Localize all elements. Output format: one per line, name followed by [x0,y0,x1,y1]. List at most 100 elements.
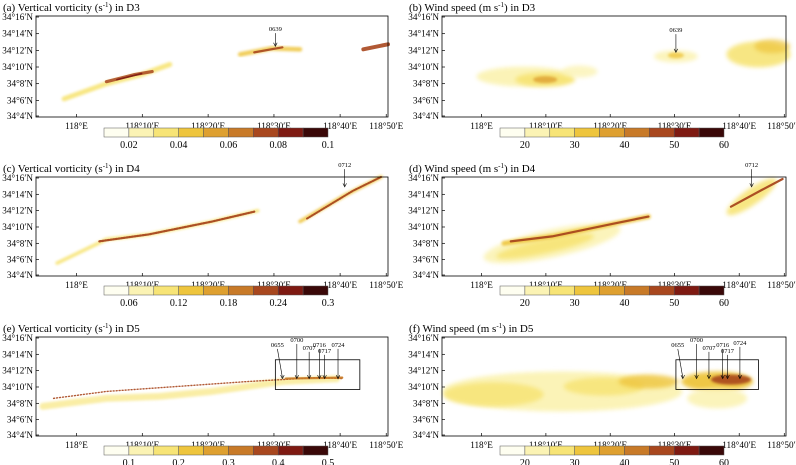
y-tick-label: 34°10′N [408,62,439,72]
colorbar-bin [574,127,600,138]
colorbar-bin [599,127,625,138]
x-tick-label: 118°E [65,280,88,290]
time-annotation: 0707 [702,345,716,352]
y-tick-label: 34°6′N [7,255,33,265]
zoom-box [274,359,361,390]
y-tick-label: 34°4′N [7,111,33,121]
colorbar-label: 0.2 [172,458,185,465]
x-tick-label: 118°50′E [767,280,796,290]
colorbar-bin [549,127,575,138]
colorbar-label: 0.24 [269,298,287,309]
x-tick-label: 118°30′E [658,280,692,290]
x-tick-label: 118°30′E [257,440,291,450]
colorbar-bin [153,445,179,456]
y-tick-label: 34°4′N [413,430,439,440]
time-annotation: 0716 [716,342,730,349]
time-annotation: 0700 [690,337,703,344]
colorbar-label: 0.06 [220,140,238,151]
colorbar-label: 0.12 [170,298,188,309]
colorbar-bin [103,127,130,138]
x-tick-label: 118°10′E [125,440,159,450]
x-tick-label: 118°20′E [593,440,627,450]
colorbar-bin [277,445,304,456]
x-tick-label: 118°50′E [767,121,796,131]
arrowhead-icon [725,374,730,380]
y-tick-label: 34°14′N [408,349,439,359]
colorbar: 0.06 0.12 0.18 0.24 0.3 [103,285,335,309]
colorbar-bin [203,285,229,296]
panel-title: (d) Wind speed (m s-1) in D4 [409,162,536,175]
colorbar-bin [228,127,254,138]
y-tick-label: 34°16′N [2,12,33,22]
plot-frame [441,176,787,277]
track-swath [361,42,390,52]
arrowhead-icon [694,374,699,380]
colorbar-bin [524,127,551,138]
colorbar-bin [624,285,650,296]
colorbar-bin [524,445,551,456]
panel-title: (e) Vertical vorticity (s-1) in D5 [3,322,140,335]
colorbar-label: 0.3 [222,458,235,465]
x-tick-label: 118°10′E [125,121,159,131]
y-tick-label: 34°12′N [408,45,439,55]
y-tick-label: 34°14′N [2,189,33,199]
colorbar: 0.1 0.2 0.3 0.4 0.5 [103,445,334,465]
colorbar-bin [178,445,204,456]
colorbar: 20 30 40 50 60 [499,127,729,151]
arrowhead-icon [680,374,685,380]
x-tick-label: 118°40′E [722,121,756,131]
colorbar: 20 30 40 50 60 [499,285,729,309]
arrowhead-icon [273,42,278,47]
y-tick-label: 34°10′N [408,382,439,392]
track-swath [284,376,344,380]
x-tick-label: 118°20′E [593,121,627,131]
field-patch [561,65,598,78]
x-tick-label: 118°10′E [529,280,563,290]
colorbar-bin [277,285,304,296]
colorbar-label: 50 [669,298,679,309]
colorbar-bin [253,127,279,138]
y-tick-label: 34°8′N [7,238,33,248]
field-layer: 0712 [55,162,383,265]
y-tick-label: 34°4′N [7,270,33,280]
x-tick-label: 118°20′E [593,280,627,290]
colorbar-bin [499,285,526,296]
colorbar-label: 30 [570,298,580,309]
colorbar-label: 0.02 [120,140,138,151]
y-tick-label: 34°4′N [7,430,33,440]
colorbar-bin [153,127,179,138]
y-tick-label: 34°4′N [413,111,439,121]
colorbar-label: 0.04 [170,140,188,151]
arrowhead-icon [342,183,347,188]
y-tick-label: 34°12′N [408,366,439,376]
x-tick-label: 118°40′E [323,121,357,131]
colorbar-bin [302,445,329,456]
arrowhead-icon [294,374,299,380]
x-tick-label: 118°20′E [191,440,225,450]
time-annotation: 0707 [303,345,317,352]
y-tick-label: 34°16′N [408,173,439,183]
colorbar-bin [153,285,179,296]
colorbar-bin [599,285,625,296]
colorbar-bin [128,127,155,138]
x-tick-label: 118°E [470,121,493,131]
y-tick-label: 34°6′N [413,415,439,425]
time-annotation: 0639 [669,27,682,34]
y-tick-label: 34°6′N [413,255,439,265]
colorbar-bin [302,285,329,296]
field-layer: 0639 [476,27,791,87]
track-swath [39,375,343,410]
arrowhead-icon [706,374,712,380]
colorbar-label: 60 [719,458,729,465]
plot-frame [35,15,389,118]
y-tick-label: 34°16′N [408,333,439,343]
colorbar-label: 0.1 [322,140,335,151]
zoom-box [675,359,759,390]
colorbar-label: 0.3 [322,298,335,309]
arrowhead-icon [317,374,322,380]
x-tick-label: 118°50′E [767,440,796,450]
time-annotation: 0712 [745,162,758,169]
x-tick-label: 118°40′E [722,280,756,290]
panel-f: (f) Wind speed (m s-1) in D5 0655 07000707… [408,322,796,465]
colorbar-bin [649,445,675,456]
